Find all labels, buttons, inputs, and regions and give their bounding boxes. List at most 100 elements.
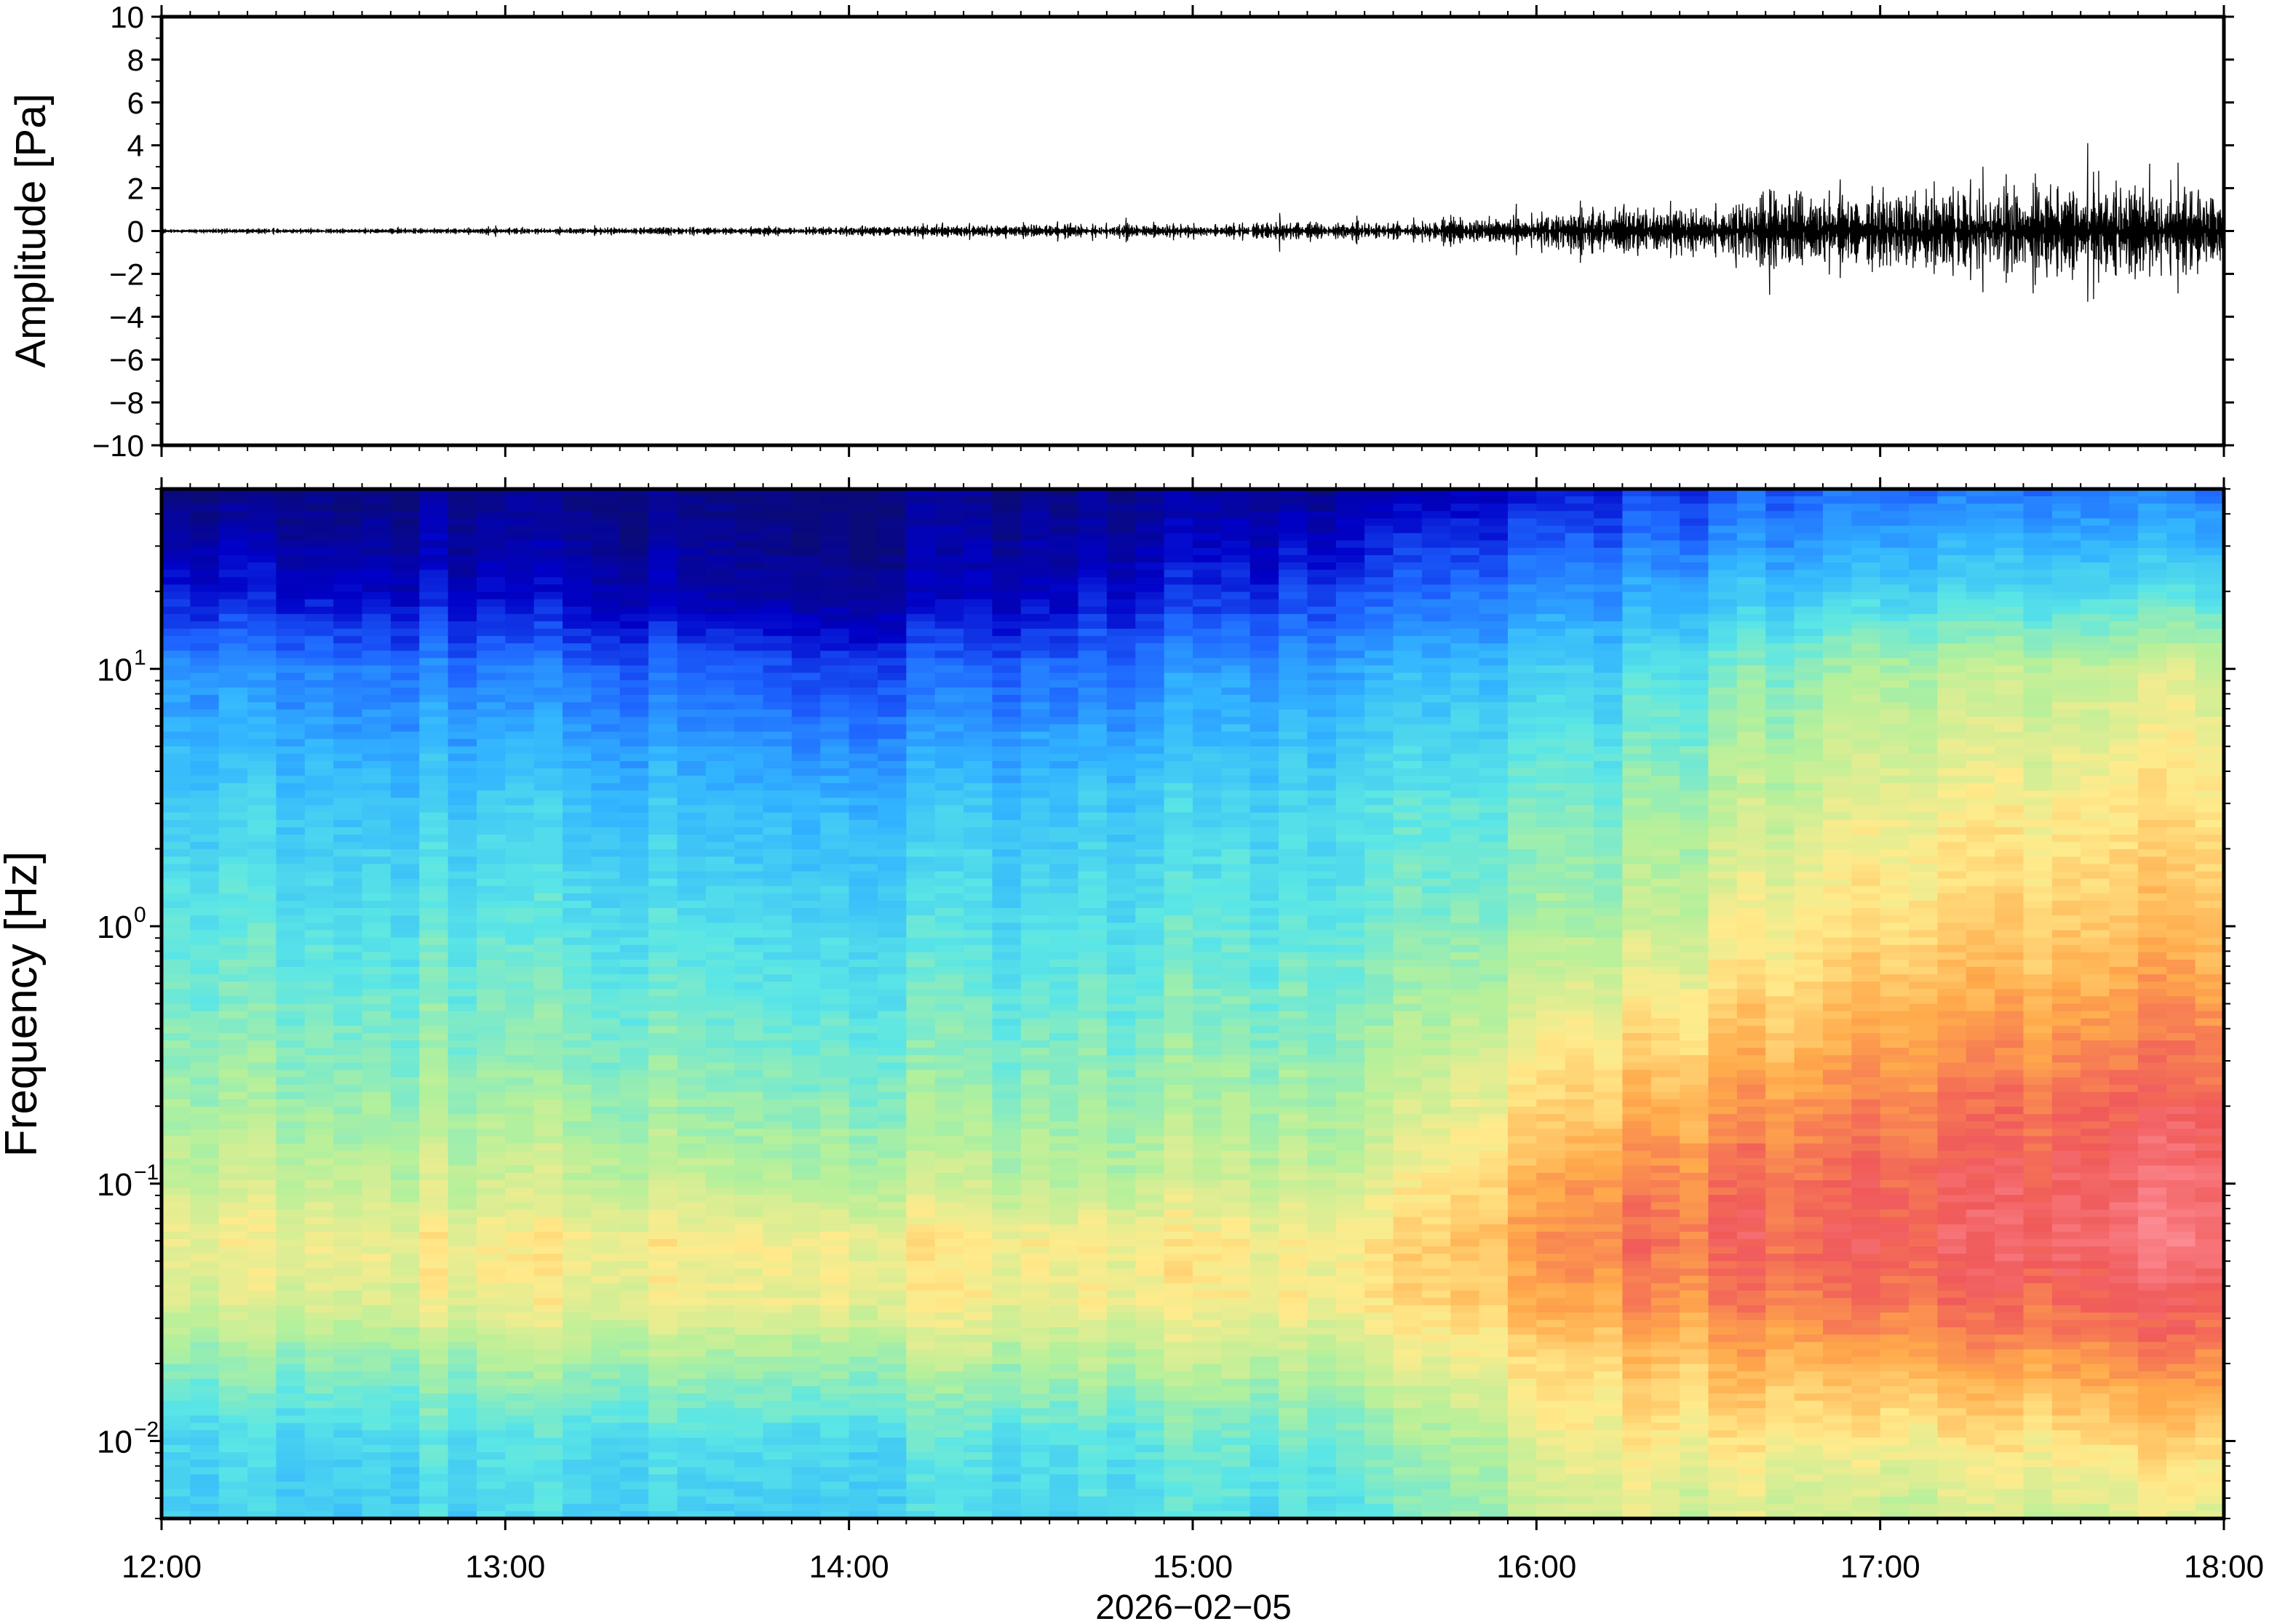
spectrogram-cell bbox=[934, 1393, 964, 1402]
spectrogram-cell bbox=[333, 760, 363, 769]
spectrogram-cell bbox=[677, 966, 707, 975]
spectrogram-cell bbox=[276, 1091, 306, 1100]
spectrogram-cell bbox=[648, 1143, 678, 1152]
spectrogram-cell bbox=[1020, 606, 1050, 615]
spectrogram-cell bbox=[591, 842, 621, 851]
spectrogram-cell bbox=[791, 518, 822, 527]
spectrogram-cell bbox=[190, 1150, 220, 1159]
spectrogram-cell bbox=[705, 1342, 736, 1350]
spectrogram-cell bbox=[619, 805, 649, 813]
spectrogram-cell bbox=[619, 680, 649, 688]
spectrogram-cell bbox=[1020, 1393, 1050, 1402]
spectrogram-cell bbox=[619, 1032, 649, 1041]
spectrogram-cell bbox=[505, 554, 535, 563]
spectrogram-cell bbox=[419, 1195, 449, 1203]
spectrogram-cell bbox=[963, 629, 993, 637]
spectrogram-cell bbox=[333, 930, 363, 939]
spectrogram-cell bbox=[878, 1055, 907, 1064]
spectrogram-cell bbox=[476, 525, 506, 534]
spectrogram-cell bbox=[906, 1055, 936, 1064]
spectrogram-cell bbox=[333, 1180, 363, 1188]
spectrogram-cell bbox=[1078, 629, 1108, 637]
spectrogram-cell bbox=[1020, 1217, 1050, 1225]
spectrogram-cell bbox=[763, 702, 792, 711]
spectrogram-cell bbox=[362, 577, 392, 586]
spectrogram-cell bbox=[1078, 1467, 1108, 1476]
spectrogram-cell bbox=[304, 606, 334, 615]
spectrogram-cell bbox=[190, 1202, 220, 1211]
spectrogram-cell bbox=[878, 680, 907, 688]
spectrogram-cell bbox=[390, 1150, 421, 1159]
spectrogram-cell bbox=[734, 717, 764, 725]
spectrogram-cell bbox=[1049, 1011, 1079, 1019]
spectrogram-cell bbox=[448, 1217, 477, 1225]
spectrogram-cell bbox=[162, 1489, 191, 1497]
spectrogram-cell bbox=[849, 503, 878, 512]
spectrogram-cell bbox=[362, 1055, 392, 1064]
spectrogram-cell bbox=[820, 1150, 850, 1159]
spectrogram-cell bbox=[906, 511, 936, 520]
spectrogram-cell bbox=[533, 1129, 563, 1137]
spectrogram-cell bbox=[476, 1386, 506, 1394]
spectrogram-cell bbox=[448, 731, 477, 740]
spectrogram-cell bbox=[333, 1129, 363, 1137]
spectrogram-cell bbox=[963, 790, 993, 799]
spectrogram-cell bbox=[247, 525, 277, 534]
spectrogram-cell bbox=[362, 1268, 392, 1277]
spectrogram-cell bbox=[218, 511, 248, 520]
spectrogram-cell bbox=[533, 944, 563, 953]
spectrogram-cell bbox=[906, 496, 936, 505]
spectrogram-cell bbox=[1049, 1172, 1079, 1181]
spectrogram-cell bbox=[533, 1107, 563, 1115]
spectrogram-cell bbox=[333, 746, 363, 755]
spectrogram-cell bbox=[505, 776, 535, 784]
spectrogram-cell bbox=[906, 878, 936, 887]
spectrogram-cell bbox=[1020, 944, 1050, 953]
spectrogram-cell bbox=[992, 1077, 1022, 1086]
spectrogram-cell bbox=[304, 1246, 334, 1254]
spectrogram-cell bbox=[677, 776, 707, 784]
spectrogram-cell bbox=[934, 533, 964, 541]
spectrogram-cell bbox=[648, 959, 678, 968]
spectrogram-cell bbox=[820, 665, 850, 674]
spectrogram-cell bbox=[419, 923, 449, 931]
spectrogram-cell bbox=[162, 790, 191, 799]
spectrogram-cell bbox=[791, 885, 822, 894]
spectrogram-cell bbox=[791, 1246, 822, 1254]
spectrogram-cell bbox=[533, 1180, 563, 1188]
spectrogram-cell bbox=[934, 1268, 964, 1277]
spectrogram-cell bbox=[992, 1129, 1022, 1137]
amplitude-y-tick-label: −2 bbox=[109, 257, 144, 291]
spectrogram-cell bbox=[906, 864, 936, 872]
spectrogram-cell bbox=[591, 982, 621, 990]
spectrogram-cell bbox=[820, 1430, 850, 1438]
spectrogram-cell bbox=[619, 776, 649, 784]
spectrogram-cell bbox=[333, 1342, 363, 1350]
spectrogram-cell bbox=[906, 1011, 936, 1019]
spectrogram-cell bbox=[362, 658, 392, 666]
spectrogram-cell bbox=[791, 724, 822, 733]
spectrogram-cell bbox=[448, 1283, 477, 1291]
spectrogram-cell bbox=[563, 1320, 592, 1329]
spectrogram-cell bbox=[1020, 650, 1050, 659]
amplitude-y-tick-label: 0 bbox=[127, 215, 144, 249]
spectrogram-cell bbox=[390, 1231, 421, 1240]
spectrogram-cell bbox=[878, 746, 907, 755]
spectrogram-cell bbox=[677, 739, 707, 747]
spectrogram-cell bbox=[992, 1048, 1022, 1056]
spectrogram-cell bbox=[648, 1327, 678, 1336]
spectrogram-cell bbox=[563, 1510, 592, 1518]
spectrogram-cell bbox=[906, 1496, 936, 1505]
spectrogram-cell bbox=[906, 540, 936, 549]
spectrogram-cell bbox=[333, 805, 363, 813]
spectrogram-cell bbox=[448, 1091, 477, 1100]
spectrogram-cell bbox=[333, 1297, 363, 1306]
spectrogram-cell bbox=[992, 577, 1022, 586]
spectrogram-cell bbox=[333, 562, 363, 570]
spectrogram-cell bbox=[448, 974, 477, 982]
spectrogram-cell bbox=[705, 1386, 736, 1394]
spectrogram-cell bbox=[878, 503, 907, 512]
spectrogram-cell bbox=[1049, 1401, 1079, 1409]
spectrogram-cell bbox=[419, 1408, 449, 1417]
